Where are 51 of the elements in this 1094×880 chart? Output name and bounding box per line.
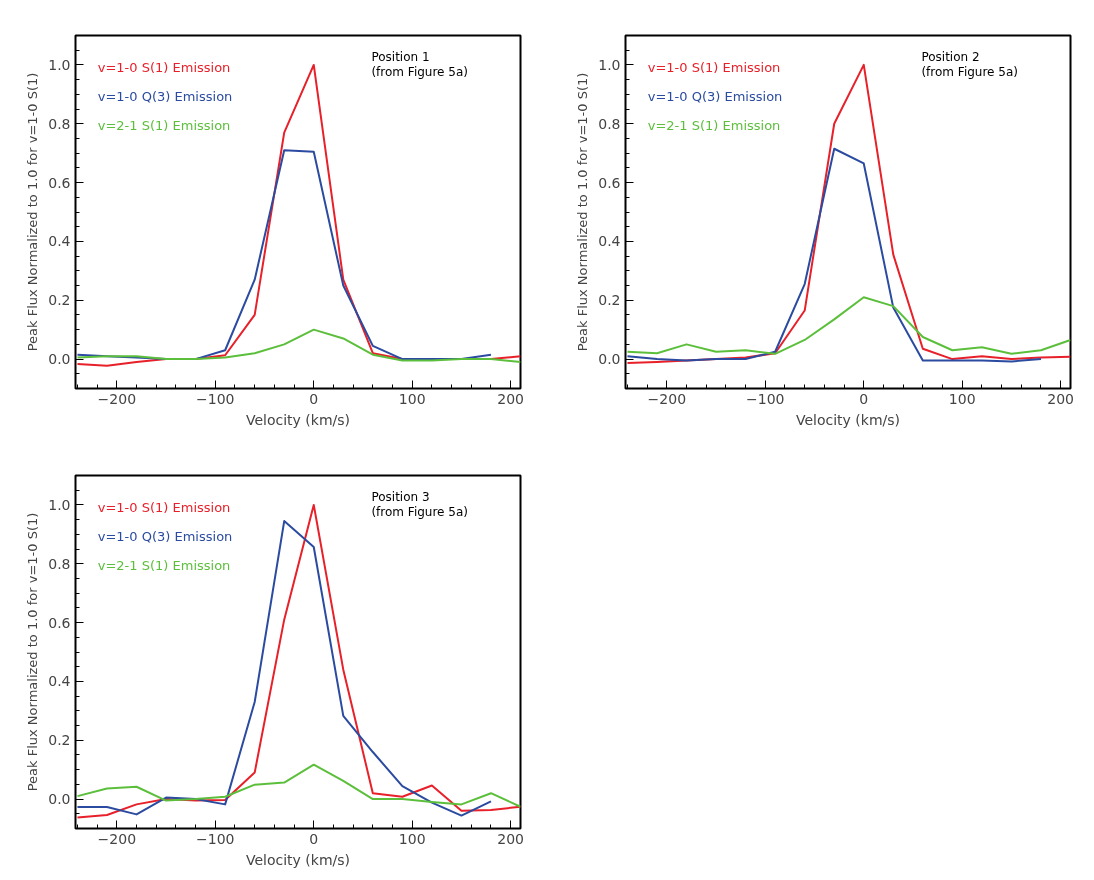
y-tick-label: 0.2 <box>598 292 621 309</box>
x-axis-title: Velocity (km/s) <box>245 411 351 428</box>
y-axis-title: Peak Flux Normalized to 1.0 for v=1-0 S(1) <box>25 72 41 352</box>
y-tick-label: 0.4 <box>598 233 621 250</box>
x-tick-label: 200 <box>497 390 525 407</box>
y-tick-label: 0.0 <box>48 791 71 808</box>
x-tick-label: 0 <box>859 390 869 407</box>
x-tick-label: −100 <box>196 830 235 847</box>
y-tick-label: 0.4 <box>48 233 71 250</box>
annotation: Position 2 (from Figure 5a) <box>921 49 1018 80</box>
y-tick-label: 1.0 <box>48 496 71 513</box>
x-axis-title: Velocity (km/s) <box>245 851 351 868</box>
y-tick-label: 0.6 <box>48 174 71 191</box>
y-tick-label: 1.0 <box>48 56 71 73</box>
y-tick-label: 0.2 <box>48 292 71 309</box>
text: v=2-1 S(1) Emission <box>97 118 231 134</box>
x-tick-label: 200 <box>1047 390 1075 407</box>
text: v=1-0 S(1) Emission <box>97 59 231 75</box>
y-tick-label: 0.0 <box>48 351 71 368</box>
y-tick-label: 1.0 <box>598 56 621 73</box>
text: v=1-0 Q(3) Emission <box>647 89 783 105</box>
text: v=1-0 S(1) Emission <box>97 499 231 515</box>
x-tick-label: 100 <box>948 390 976 407</box>
y-tick-label: 0.0 <box>598 351 621 368</box>
x-tick-label: −100 <box>746 390 785 407</box>
x-tick-label: −100 <box>196 390 235 407</box>
text: v=1-0 S(1) Emission <box>647 59 781 75</box>
x-tick-label: 0 <box>309 390 319 407</box>
text: v=1-0 Q(3) Emission <box>97 529 233 545</box>
y-tick-label: 0.8 <box>598 115 621 132</box>
y-axis-title: Peak Flux Normalized to 1.0 for v=1-0 S(1) <box>575 72 591 352</box>
text: v=2-1 S(1) Emission <box>647 118 781 134</box>
x-axis-title: Velocity (km/s) <box>795 411 901 428</box>
x-tick-label: −200 <box>647 390 687 407</box>
y-tick-label: 0.8 <box>48 115 71 132</box>
x-tick-label: 0 <box>309 830 319 847</box>
annotation: Position 1 (from Figure 5a) <box>371 49 468 80</box>
y-tick-label: 0.6 <box>48 614 71 631</box>
x-tick-label: −200 <box>97 830 137 847</box>
text: v=2-1 S(1) Emission <box>97 558 231 574</box>
y-tick-label: 0.6 <box>598 174 621 191</box>
x-tick-label: 100 <box>398 830 426 847</box>
y-tick-label: 0.8 <box>48 555 71 572</box>
x-tick-label: −200 <box>97 390 137 407</box>
y-tick-label: 0.4 <box>48 673 71 690</box>
y-axis-title: Peak Flux Normalized to 1.0 for v=1-0 S(1) <box>25 512 41 792</box>
y-tick-label: 0.2 <box>48 732 71 749</box>
annotation: Position 3 (from Figure 5a) <box>371 489 468 520</box>
x-tick-label: 100 <box>398 390 426 407</box>
x-tick-label: 200 <box>497 830 525 847</box>
text: v=1-0 Q(3) Emission <box>97 89 233 105</box>
